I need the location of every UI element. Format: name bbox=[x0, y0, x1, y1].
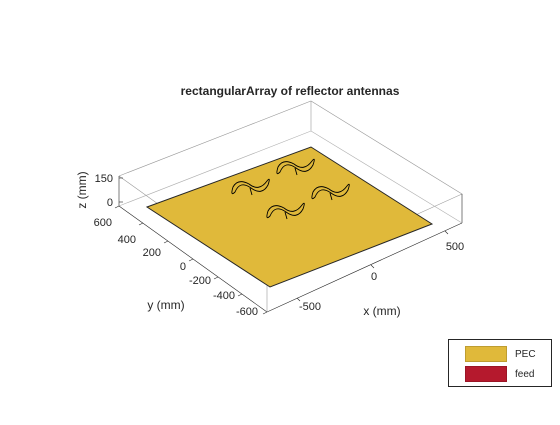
plot-title: rectangularArray of reflector antennas bbox=[181, 84, 400, 98]
legend-swatch-pec bbox=[465, 346, 507, 362]
y-tick-labels: 600 400 200 0 -200 -400 -600 y (mm) bbox=[94, 217, 258, 318]
x-tick-label: -500 bbox=[299, 301, 321, 313]
dipole-antenna-3 bbox=[311, 183, 350, 201]
x-axis-label: x (mm) bbox=[363, 304, 400, 318]
x-tick-label: 0 bbox=[371, 271, 377, 283]
dipole-antenna-2 bbox=[276, 158, 315, 176]
dipole-antenna-1 bbox=[231, 178, 270, 196]
dipole-elements bbox=[231, 158, 350, 220]
z-axis: 150 0 z (mm) bbox=[75, 171, 123, 209]
legend-item-feed: feed bbox=[465, 366, 534, 382]
y-tick-label: 400 bbox=[118, 234, 136, 246]
y-tick-label: -400 bbox=[213, 290, 235, 302]
legend-item-pec: PEC bbox=[465, 346, 536, 362]
legend: PEC feed bbox=[448, 339, 552, 387]
legend-swatch-feed bbox=[465, 366, 507, 382]
y-tick-label: -200 bbox=[189, 275, 211, 287]
z-tick-label: 150 bbox=[95, 173, 113, 185]
y-tick-label: 200 bbox=[143, 247, 161, 259]
y-tick-label: -600 bbox=[236, 306, 258, 318]
x-tick-label: 500 bbox=[446, 241, 464, 253]
y-axis bbox=[114, 205, 268, 315]
y-tick-label: 600 bbox=[94, 217, 112, 229]
legend-label-pec: PEC bbox=[515, 348, 536, 360]
ground-plane bbox=[145, 146, 434, 288]
dipole-antenna-4 bbox=[266, 202, 305, 220]
y-tick-label: 0 bbox=[180, 261, 186, 273]
legend-label-feed: feed bbox=[515, 368, 535, 380]
x-tick-labels: -500 0 500 x (mm) bbox=[299, 241, 464, 318]
z-tick-label: 0 bbox=[107, 197, 113, 209]
y-axis-label: y (mm) bbox=[147, 298, 184, 312]
z-axis-label: z (mm) bbox=[75, 171, 89, 208]
x-axis bbox=[296, 230, 449, 302]
